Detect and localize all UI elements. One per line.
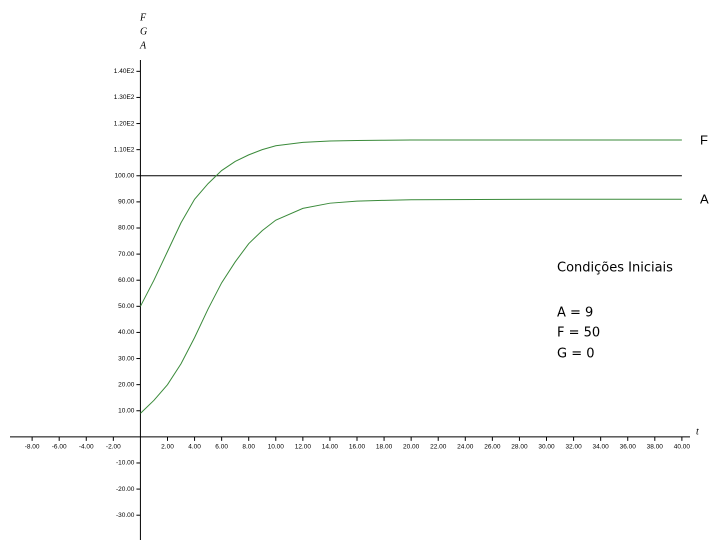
annotation-line: A = 9 — [557, 306, 593, 321]
x-axis-label: t — [696, 426, 699, 437]
annotation-line: F = 50 — [557, 326, 600, 341]
x-tick-label: -2.00 — [106, 444, 121, 451]
x-tick-label: 36.00 — [620, 444, 637, 451]
x-tick-label: 40.00 — [674, 444, 691, 451]
y-axis-label: G — [140, 26, 147, 37]
x-tick-label: 16.00 — [349, 444, 366, 451]
x-tick-label: 38.00 — [647, 444, 664, 451]
x-tick-label: 20.00 — [403, 444, 420, 451]
annotation-title: Condições Iniciais — [557, 261, 673, 276]
x-tick-label: 24.00 — [457, 444, 474, 451]
y-tick-label: 1.40E2 — [114, 68, 135, 75]
series-label: A — [700, 192, 709, 207]
x-tick-label: 26.00 — [484, 444, 501, 451]
y-tick-label: 50.00 — [118, 303, 135, 310]
x-tick-label: 18.00 — [376, 444, 393, 451]
x-tick-label: -4.00 — [79, 444, 94, 451]
y-tick-label: 100.00 — [115, 172, 135, 179]
x-tick-label: 30.00 — [538, 444, 555, 451]
y-tick-label: 40.00 — [118, 329, 135, 336]
x-tick-label: 10.00 — [268, 444, 285, 451]
y-tick-label: 20.00 — [118, 381, 135, 388]
y-tick-label: -10.00 — [116, 460, 135, 467]
x-tick-label: 4.00 — [188, 444, 201, 451]
y-tick-label: 80.00 — [118, 225, 135, 232]
x-tick-label: -6.00 — [52, 444, 67, 451]
y-tick-label: -30.00 — [116, 512, 135, 519]
y-tick-label: 10.00 — [118, 407, 135, 414]
annotation-line: G = 0 — [557, 347, 595, 362]
y-tick-label: 1.20E2 — [114, 120, 135, 127]
x-tick-label: 14.00 — [322, 444, 339, 451]
x-tick-label: -8.00 — [25, 444, 40, 451]
y-tick-label: 60.00 — [118, 277, 135, 284]
y-tick-label: 70.00 — [118, 251, 135, 258]
y-tick-label: 90.00 — [118, 199, 135, 206]
x-tick-label: 2.00 — [161, 444, 174, 451]
y-tick-label: 30.00 — [118, 355, 135, 362]
y-tick-label: 1.30E2 — [114, 94, 135, 101]
x-tick-label: 6.00 — [215, 444, 228, 451]
x-tick-label: 12.00 — [295, 444, 312, 451]
y-axis-label: A — [139, 40, 147, 51]
series-label: F — [700, 132, 708, 147]
y-tick-label: 1.10E2 — [114, 146, 135, 153]
x-tick-label: 34.00 — [593, 444, 610, 451]
x-tick-label: 8.00 — [242, 444, 255, 451]
x-tick-label: 32.00 — [565, 444, 582, 451]
x-tick-label: 22.00 — [430, 444, 447, 451]
series-line — [140, 198, 682, 414]
y-axis-label: F — [139, 12, 147, 23]
series-line — [139, 139, 682, 307]
y-tick-label: -20.00 — [116, 486, 135, 493]
x-tick-label: 28.00 — [511, 444, 528, 451]
